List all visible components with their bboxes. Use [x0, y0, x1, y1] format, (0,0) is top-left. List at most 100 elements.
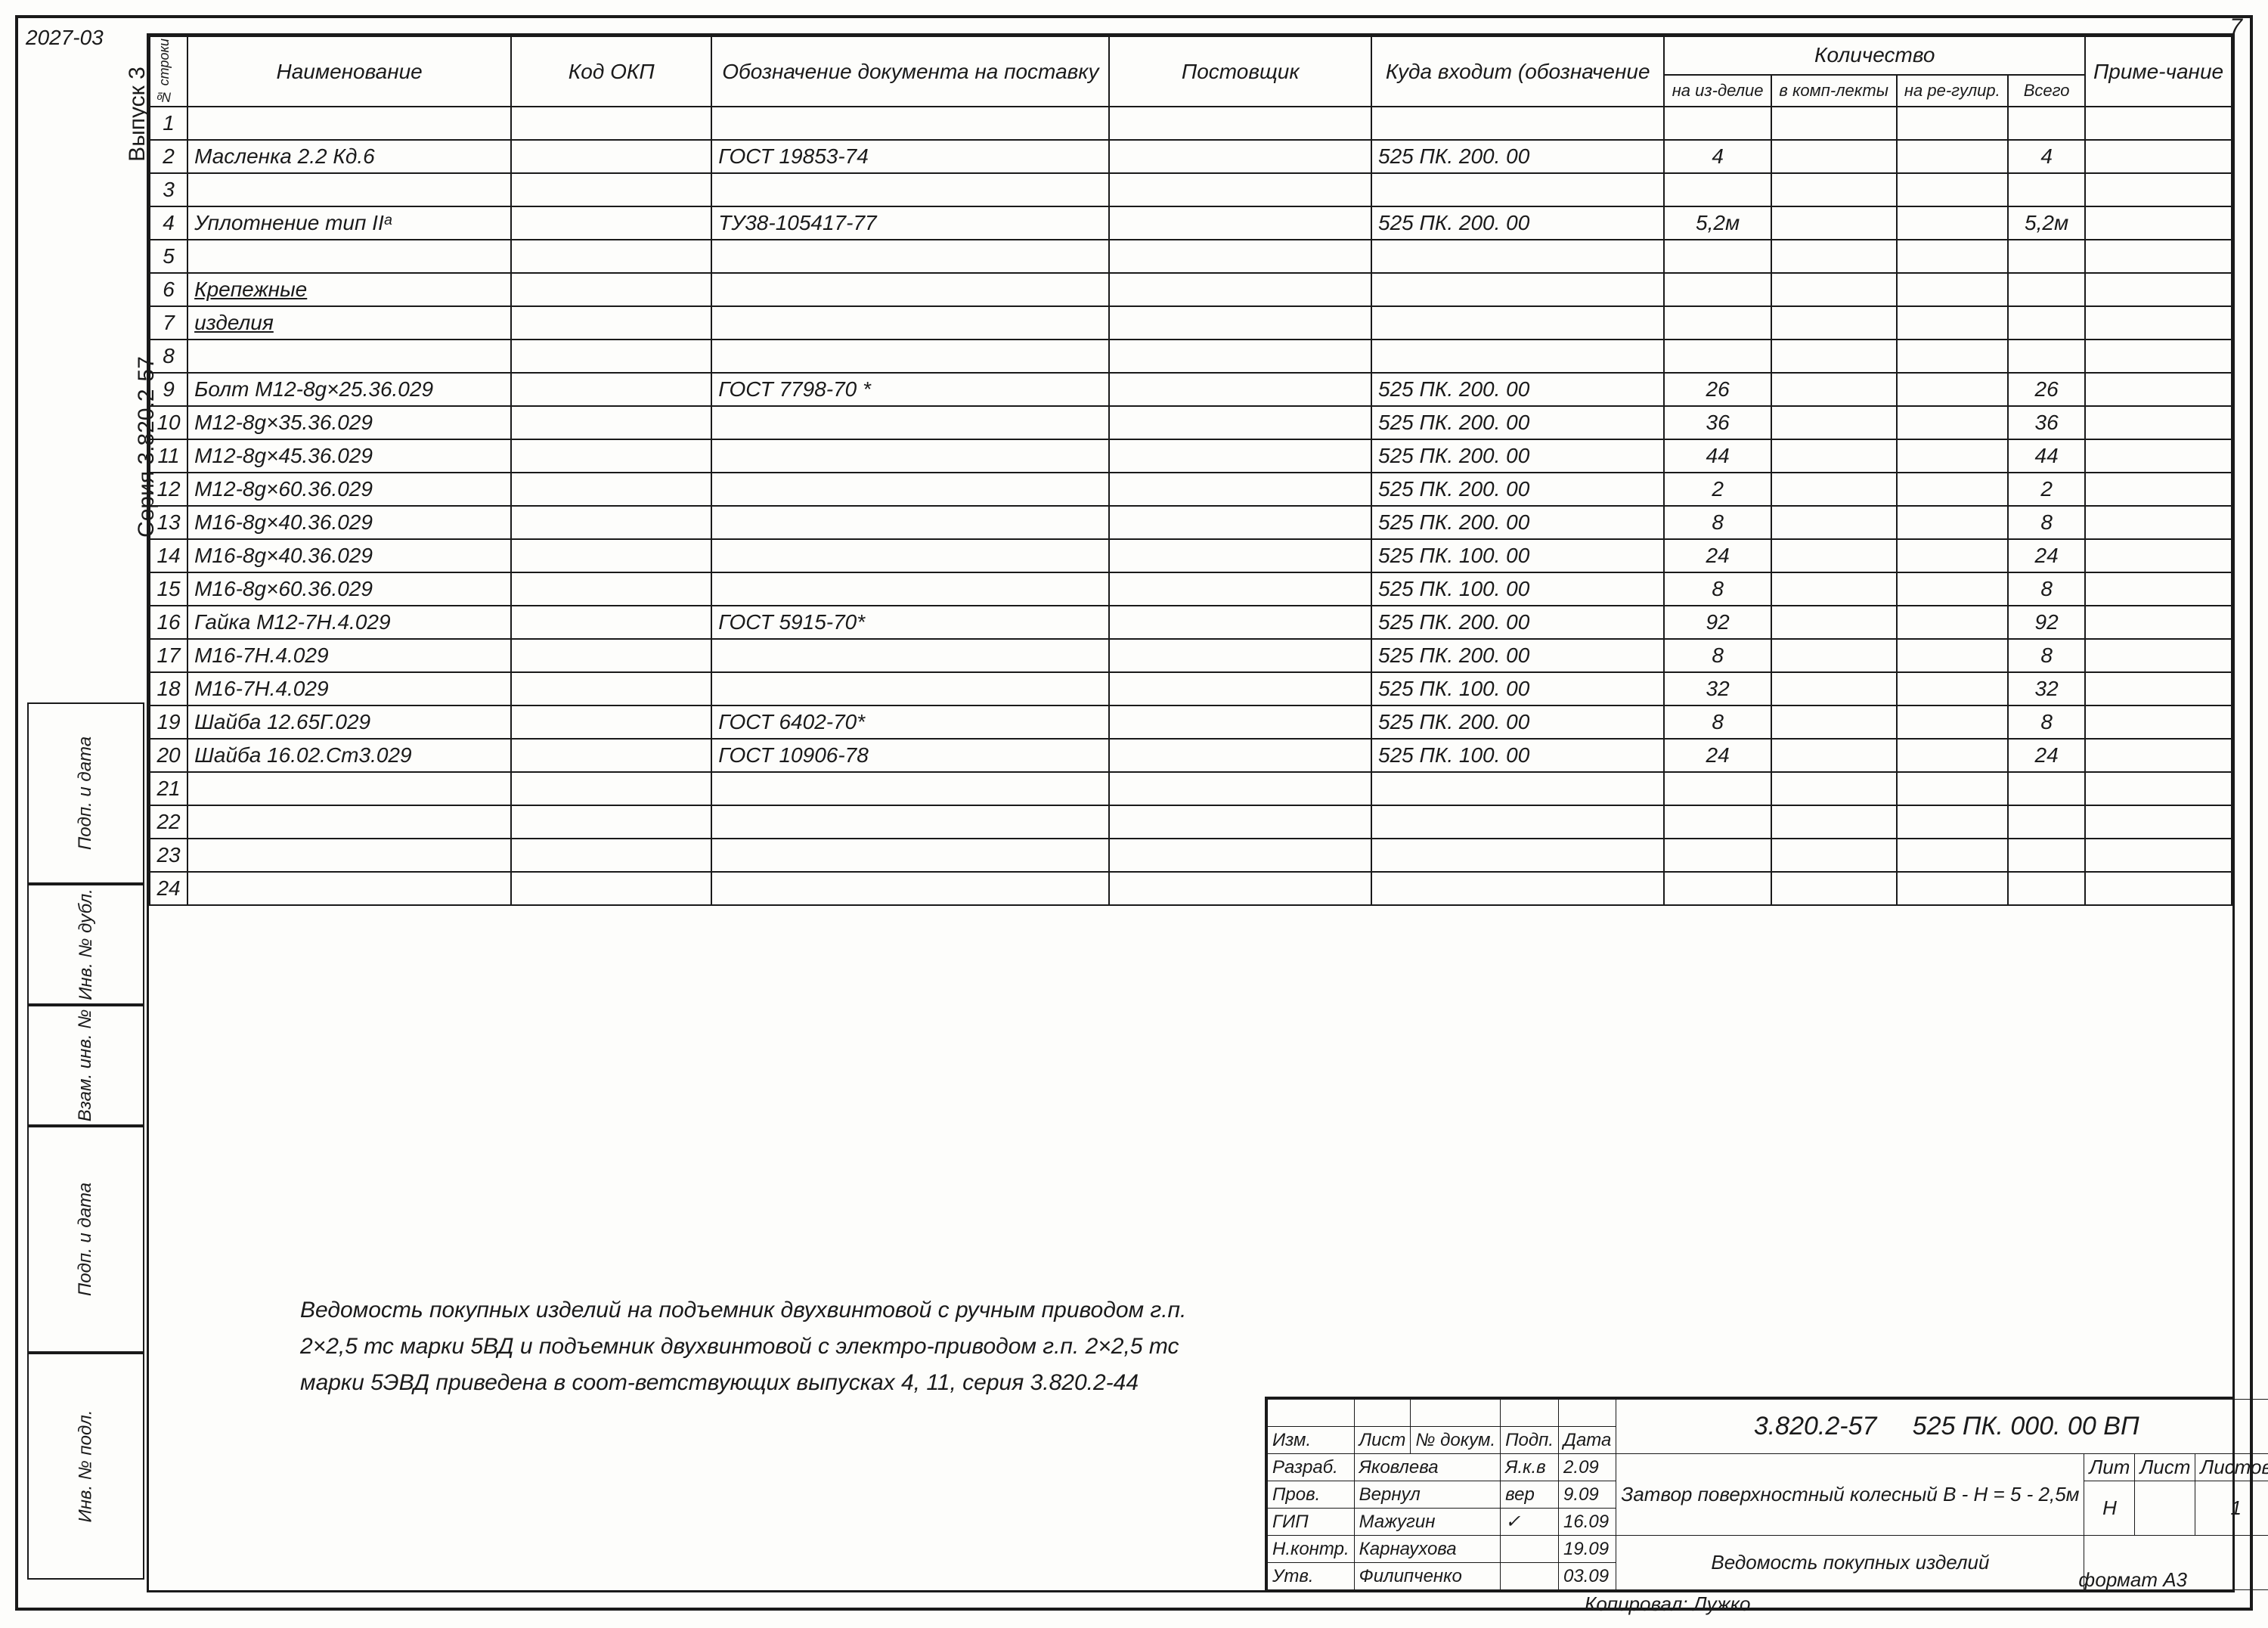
cell-doc	[711, 173, 1109, 206]
cell-note	[2085, 406, 2232, 439]
cell-note	[2085, 439, 2232, 473]
cell-supplier	[1109, 539, 1371, 572]
cell-total: 8	[2008, 639, 2085, 672]
cell-supplier	[1109, 506, 1371, 539]
cell-supplier	[1109, 639, 1371, 672]
cell-okp	[511, 705, 711, 739]
cell-note	[2085, 606, 2232, 639]
cell-okp	[511, 206, 711, 240]
cell-q1	[1664, 340, 1771, 373]
cell-q3	[1897, 506, 2009, 539]
cell-q1	[1664, 273, 1771, 306]
cell-num: 7	[150, 306, 187, 340]
cell-num: 17	[150, 639, 187, 672]
cell-supplier	[1109, 240, 1371, 273]
cell-note	[2085, 140, 2232, 173]
cell-where	[1371, 872, 1664, 905]
cell-supplier	[1109, 839, 1371, 872]
cell-doc	[711, 473, 1109, 506]
cell-total	[2008, 306, 2085, 340]
table-row: 4Уплотнение тип IIᵃТУ38-105417-77525 ПК.…	[150, 206, 2232, 240]
table-row: 20Шайба 16.02.Ст3.029ГОСТ 10906-78525 ПК…	[150, 739, 2232, 772]
cell-q1	[1664, 306, 1771, 340]
cell-q1	[1664, 805, 1771, 839]
cell-q3	[1897, 705, 2009, 739]
format-label: формат А3	[2078, 1568, 2187, 1592]
tb-date-0: 2.09	[1559, 1454, 1616, 1481]
cell-total	[2008, 340, 2085, 373]
cell-q3	[1897, 606, 2009, 639]
tb-drawing-code: 525 ПК. 000. 00 ВП	[1913, 1412, 2139, 1440]
tb-name-1: Вернул	[1354, 1481, 1501, 1509]
cell-note	[2085, 173, 2232, 206]
side-podp-data-2: Подп. и дата	[27, 1126, 144, 1353]
cell-okp	[511, 140, 711, 173]
tb-h-data: Дата	[1559, 1427, 1616, 1454]
cell-num: 18	[150, 672, 187, 705]
table-row: 3	[150, 173, 2232, 206]
cell-supplier	[1109, 107, 1371, 140]
cell-q1: 26	[1664, 373, 1771, 406]
hdr-where: Куда входит (обозначение	[1371, 36, 1664, 107]
cell-q2	[1771, 872, 1897, 905]
cell-supplier	[1109, 739, 1371, 772]
cell-q3	[1897, 572, 2009, 606]
cell-where	[1371, 107, 1664, 140]
cell-total	[2008, 240, 2085, 273]
cell-okp	[511, 772, 711, 805]
cell-note	[2085, 273, 2232, 306]
cell-q2	[1771, 672, 1897, 705]
cell-q3	[1897, 839, 2009, 872]
cell-okp	[511, 273, 711, 306]
cell-total	[2008, 839, 2085, 872]
table-row: 8	[150, 340, 2232, 373]
table-row: 6Крепежные	[150, 273, 2232, 306]
cell-q3	[1897, 739, 2009, 772]
tb-listov-lbl: Листов	[2195, 1454, 2268, 1481]
cell-q2	[1771, 373, 1897, 406]
cell-note	[2085, 805, 2232, 839]
cell-supplier	[1109, 406, 1371, 439]
cell-total: 36	[2008, 406, 2085, 439]
cell-name: М12-8g×45.36.029	[187, 439, 511, 473]
cell-total: 92	[2008, 606, 2085, 639]
cell-okp	[511, 639, 711, 672]
cell-num: 12	[150, 473, 187, 506]
cell-q1: 24	[1664, 539, 1771, 572]
cell-where	[1371, 839, 1664, 872]
cell-name	[187, 107, 511, 140]
cell-okp	[511, 539, 711, 572]
hdr-q1: на из-делие	[1664, 75, 1771, 107]
cell-supplier	[1109, 872, 1371, 905]
cell-total	[2008, 107, 2085, 140]
cell-total: 26	[2008, 373, 2085, 406]
cell-where	[1371, 772, 1664, 805]
cell-name: М16-7Н.4.029	[187, 672, 511, 705]
table-row: 18М16-7Н.4.029525 ПК. 100. 003232	[150, 672, 2232, 705]
cell-q2	[1771, 506, 1897, 539]
cell-where	[1371, 805, 1664, 839]
cell-doc	[711, 772, 1109, 805]
tb-name-3: Карнаухова	[1354, 1536, 1501, 1563]
tb-listov-val: 1	[2195, 1481, 2268, 1536]
cell-name: М12-8g×60.36.029	[187, 473, 511, 506]
cell-okp	[511, 406, 711, 439]
cell-where	[1371, 340, 1664, 373]
cell-total: 8	[2008, 705, 2085, 739]
cell-name	[187, 340, 511, 373]
cell-q3	[1897, 273, 2009, 306]
cell-total: 24	[2008, 739, 2085, 772]
cell-note	[2085, 672, 2232, 705]
cell-total: 4	[2008, 140, 2085, 173]
cell-num: 24	[150, 872, 187, 905]
cell-name: изделия	[187, 306, 511, 340]
cell-doc: ГОСТ 5915-70*	[711, 606, 1109, 639]
cell-where: 525 ПК. 200. 00	[1371, 439, 1664, 473]
tb-lit: Лит	[2084, 1454, 2135, 1481]
cell-q2	[1771, 772, 1897, 805]
tb-sign-1: вер	[1501, 1481, 1559, 1509]
table-row: 17М16-7Н.4.029525 ПК. 200. 0088	[150, 639, 2232, 672]
tb-role-0: Разраб.	[1268, 1454, 1355, 1481]
cell-q2	[1771, 539, 1897, 572]
cell-q2	[1771, 739, 1897, 772]
